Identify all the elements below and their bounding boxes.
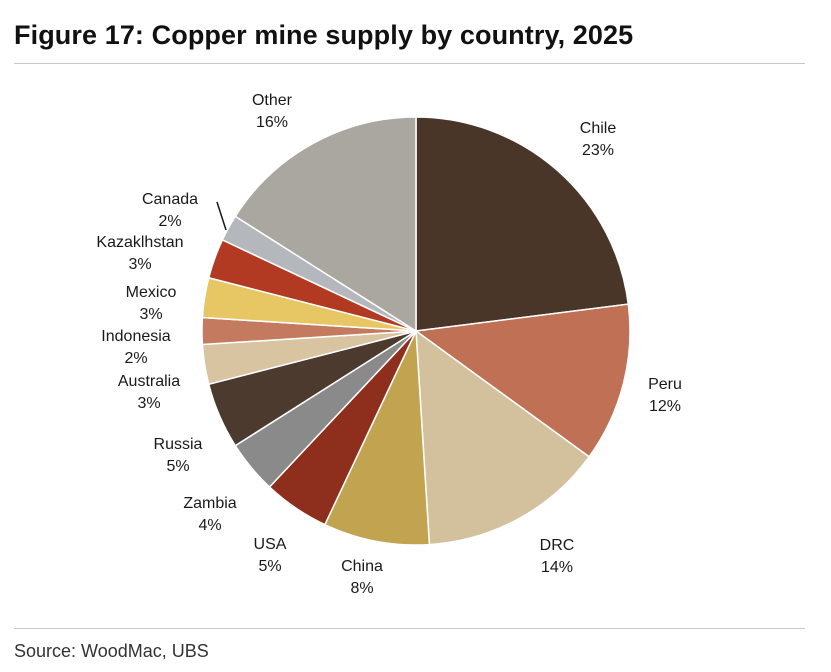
slice-label-china: China 8% <box>341 558 383 597</box>
pie-slice-drc <box>415 329 591 546</box>
slice-label-australia: Australia 3% <box>118 373 180 412</box>
title-divider <box>14 63 805 64</box>
slice-label-russia: Russia 5% <box>154 436 203 475</box>
pie-slice-china <box>323 330 431 546</box>
pie-slice-chile <box>415 116 630 332</box>
slice-label-peru: Peru 12% <box>648 376 682 415</box>
canada-leader-line <box>216 201 227 231</box>
slice-label-indonesia: Indonesia 2% <box>101 328 170 367</box>
slice-label-mexico: Mexico 3% <box>126 284 177 323</box>
source-note: Source: WoodMac, UBS <box>14 641 209 661</box>
slice-label-drc: DRC 14% <box>540 537 575 576</box>
slice-label-chile: Chile 23% <box>580 120 617 159</box>
pie-slice-peru <box>414 303 631 458</box>
page-title: Figure 17: Copper mine supply by country… <box>14 20 634 50</box>
slice-label-usa: USA 5% <box>254 536 287 575</box>
pie-slice-other <box>234 116 417 333</box>
source-divider <box>14 628 805 629</box>
slice-label-other: Other 16% <box>252 92 293 131</box>
slice-label-kazaklhstan: Kazaklhstan 3% <box>96 234 183 273</box>
slice-label-canada: Canada 2% <box>142 191 198 230</box>
slice-label-zambia: Zambia 4% <box>183 495 236 534</box>
